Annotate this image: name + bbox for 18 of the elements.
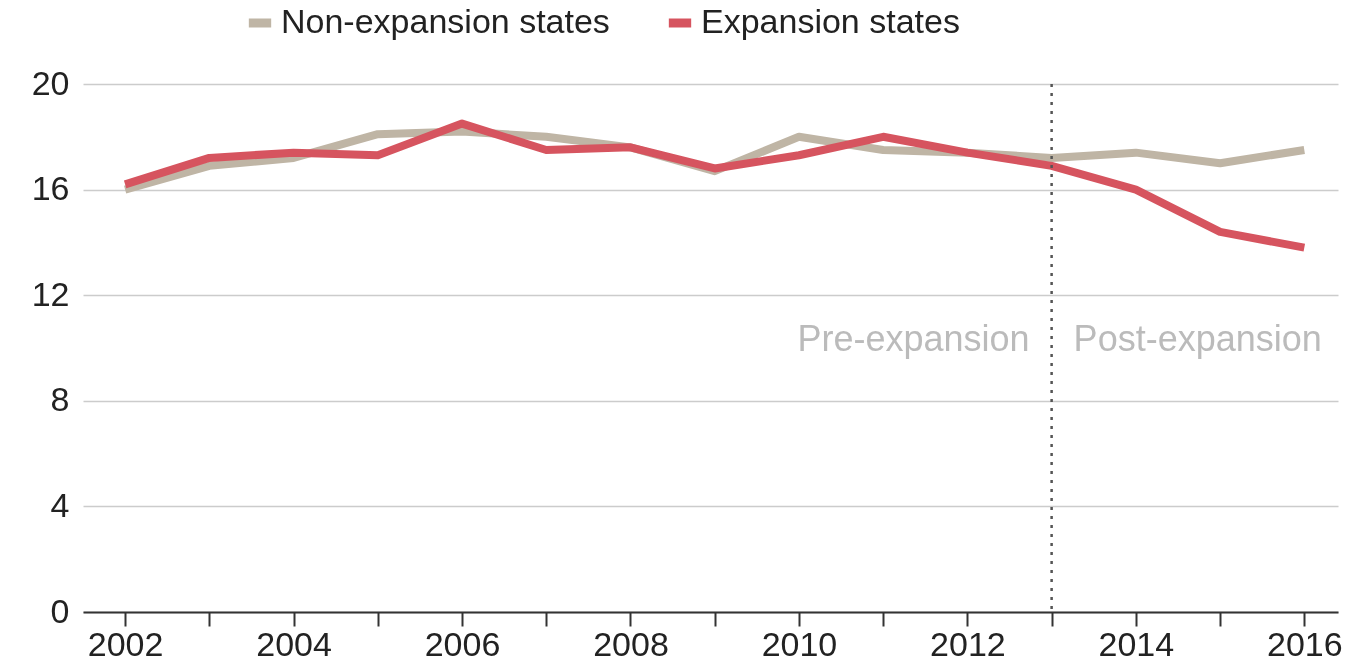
legend-label: Non-expansion states: [281, 2, 610, 40]
x-tick-label: 2016: [1266, 624, 1343, 663]
y-tick-label: 0: [50, 591, 70, 630]
y-tick-label: 20: [31, 63, 70, 102]
x-tick-label: 2002: [87, 624, 164, 663]
x-tick-label: 2014: [1098, 624, 1175, 663]
annotation: Post-expansion: [1073, 318, 1322, 359]
x-tick-label: 2008: [593, 624, 669, 663]
y-tick-label: 4: [50, 485, 70, 524]
x-tick-label: 2012: [930, 624, 1006, 663]
x-tick-label: 2006: [424, 624, 501, 663]
x-tick-label: 2004: [256, 624, 332, 663]
x-tick-label: 2010: [761, 624, 838, 663]
y-tick-label: 16: [31, 169, 70, 208]
legend-label: Expansion states: [701, 2, 960, 40]
y-tick-label: 12: [31, 274, 70, 313]
y-tick-label: 8: [50, 380, 70, 419]
annotation: Pre-expansion: [797, 318, 1030, 359]
